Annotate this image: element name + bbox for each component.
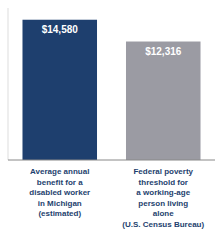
x-axis-line — [8, 160, 215, 161]
bars — [22, 20, 200, 160]
bar — [126, 42, 201, 160]
chart-container: $14,580 Average annualbenefit for adisabl… — [0, 0, 223, 237]
data-label: $14,580 — [42, 24, 79, 35]
data-label: $12,316 — [145, 46, 182, 57]
bar — [22, 20, 97, 160]
y-axis-line — [8, 8, 9, 160]
category-label: Federal povertythreshold fora working-ag… — [122, 167, 204, 229]
chart: $14,580 Average annualbenefit for adisabl… — [0, 0, 223, 237]
labels: $14,580 Average annualbenefit for adisabl… — [29, 24, 204, 229]
category-label: Average annualbenefit for adisabled work… — [29, 167, 90, 218]
